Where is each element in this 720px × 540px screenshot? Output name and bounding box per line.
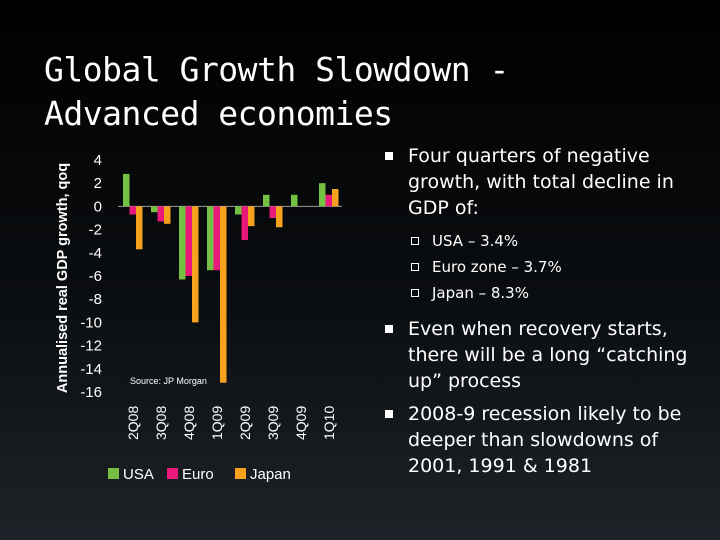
bar-japan-3q09	[276, 206, 283, 228]
sub-bullet-text: Japan – 8.3%	[432, 284, 529, 302]
legend-swatch-japan	[235, 468, 246, 479]
bullet-list: Four quarters of negative growth, with t…	[382, 143, 712, 486]
bar-usa-1q10	[319, 183, 326, 207]
bar-euro-3q09	[269, 206, 276, 218]
sub-bullet-item: Euro zone – 3.7%	[382, 254, 712, 280]
legend-label-usa: USA	[123, 466, 154, 483]
y-tick-label: -12	[80, 338, 102, 355]
y-tick-label: -10	[80, 314, 102, 331]
hollow-square-icon	[411, 289, 419, 297]
title-line-2: Advanced economies	[44, 94, 393, 133]
bullet-item: 2008-9 recession likely to be deeper tha…	[382, 401, 712, 479]
bullet-square-icon	[385, 325, 393, 333]
bullet-square-icon	[385, 410, 393, 418]
bar-euro-3q08	[157, 206, 164, 222]
bar-japan-3q08	[164, 206, 171, 224]
y-tick-label: -14	[80, 361, 102, 378]
legend-swatch-usa	[108, 468, 119, 479]
bar-usa-4q08	[179, 206, 186, 280]
sub-bullet-text: Euro zone – 3.7%	[432, 258, 562, 276]
x-tick-label: 4Q09	[293, 406, 309, 440]
bullet-text: 2008-9 recession likely to be deeper tha…	[408, 403, 682, 477]
bullet-square-icon	[385, 152, 393, 160]
y-tick-label: 2	[94, 175, 102, 192]
x-tick-label: 1Q10	[321, 406, 337, 440]
bullet-item: Four quarters of negative growth, with t…	[382, 143, 712, 221]
bar-usa-2q08	[123, 173, 130, 207]
bar-euro-2q08	[129, 206, 136, 215]
bar-usa-4q09	[291, 194, 298, 207]
bar-japan-4q08	[192, 206, 199, 323]
y-tick-label: 0	[94, 198, 102, 215]
bar-euro-4q08	[185, 206, 192, 276]
y-tick-label: -2	[89, 222, 102, 239]
source-note: Source: JP Morgan	[130, 376, 207, 386]
sub-bullet-list: USA – 3.4% Euro zone – 3.7% Japan – 8.3%	[382, 228, 712, 306]
title-line-1: Global Growth Slowdown -	[44, 50, 509, 89]
hollow-square-icon	[411, 263, 419, 271]
legend-label-euro: Euro	[182, 466, 214, 483]
y-tick-label: -6	[89, 268, 102, 285]
bullet-item: Even when recovery starts, there will be…	[382, 316, 712, 394]
sub-bullet-item: Japan – 8.3%	[382, 280, 712, 306]
y-axis-label: Annualised real GDP growth, qoq	[55, 163, 71, 393]
bar-japan-2q08	[136, 206, 143, 250]
gdp-growth-bar-chart: Annualised real GDP growth, qoq 4 2 0 -2 -4 -…	[55, 152, 342, 483]
bar-japan-2q09	[248, 206, 255, 227]
x-tick-label: 4Q08	[181, 406, 197, 440]
bar-euro-1q10	[325, 194, 332, 207]
legend-swatch-euro	[167, 468, 178, 479]
bar-japan-1q09	[220, 206, 227, 383]
x-tick-label: 2Q09	[237, 406, 253, 440]
y-tick-label: -16	[80, 384, 102, 401]
bar-usa-3q09	[263, 194, 270, 207]
sub-bullet-item: USA – 3.4%	[382, 228, 712, 254]
bar-euro-1q09	[213, 206, 220, 271]
bullet-text: Even when recovery starts, there will be…	[408, 318, 688, 392]
x-tick-label: 2Q08	[125, 406, 141, 440]
bar-usa-2q09	[235, 206, 242, 215]
bar-euro-2q09	[241, 206, 248, 241]
sub-bullet-text: USA – 3.4%	[432, 232, 519, 250]
y-tick-label: 4	[94, 152, 102, 169]
hollow-square-icon	[411, 237, 419, 245]
bullet-text: Four quarters of negative growth, with t…	[408, 145, 674, 219]
x-tick-label: 3Q09	[265, 406, 281, 440]
y-tick-label: -4	[89, 245, 102, 262]
x-tick-label: 1Q09	[209, 406, 225, 440]
bar-usa-1q09	[207, 206, 214, 271]
y-tick-label: -8	[89, 291, 102, 308]
bar-japan-1q10	[332, 189, 339, 207]
bar-usa-3q08	[151, 206, 158, 213]
x-tick-label: 3Q08	[153, 406, 169, 440]
slide-title: Global Growth Slowdown - Advanced econom…	[44, 48, 684, 136]
legend-label-japan: Japan	[250, 466, 291, 483]
